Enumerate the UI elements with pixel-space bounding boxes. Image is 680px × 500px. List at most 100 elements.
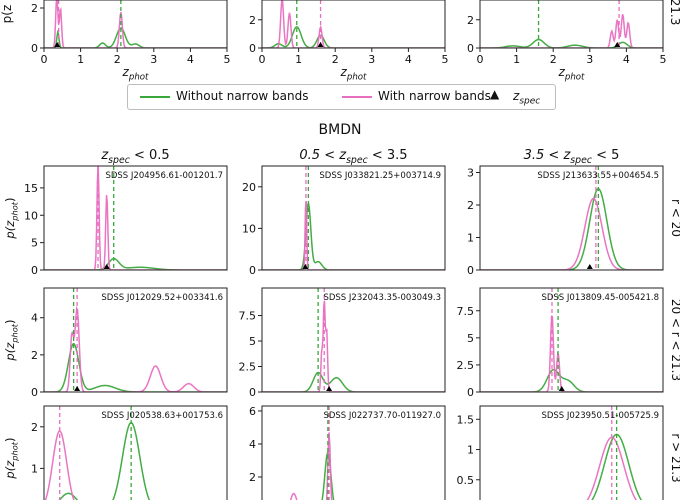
y-tick-label: 2 (249, 471, 256, 484)
y-tick-label: 3 (467, 167, 474, 180)
plot-area (44, 166, 227, 270)
y-axis-label: p(zphot) (3, 197, 19, 239)
panel-bmdn-r1-c1: 0 5 10 15 SDSS J204956.61-001201.7 (24, 165, 228, 277)
y-tick-label: 15 (24, 182, 38, 195)
panel-bmdn-r2-c2: 0 2.5 5 7.5 SDSS J232043.35-003049.3 (239, 287, 446, 399)
legend-label-zspec: zspec (513, 89, 541, 107)
panel-frame (479, 287, 664, 393)
x-axis-label: zphot (558, 65, 586, 83)
y-axis-label: p(zphot) (3, 437, 19, 479)
object-id-label: SDSS J022737.70-011927.0 (323, 411, 441, 421)
x-tick-label: 3 (150, 53, 157, 66)
panel-frame (43, 405, 228, 500)
panel-frame (261, 287, 446, 393)
panel-frame (261, 405, 446, 500)
y-tick-label: 1 (467, 444, 474, 457)
x-tick-label: 0 (477, 53, 484, 66)
panel-bmdn-r2-c3: 0 2.5 5 7.5 SDSS J013809.45-005421.8 (457, 287, 664, 399)
zspec-marker (326, 386, 333, 391)
plot-area (262, 406, 445, 500)
zspec-marker (302, 264, 309, 269)
pdf-line-without-narrow-bands (262, 26, 445, 48)
x-axis-label: zphot (340, 65, 368, 83)
y-tick-label: 1 (467, 232, 474, 245)
y-tick-label: 6 (249, 405, 256, 418)
panel-frame (479, 0, 664, 49)
row-label: 20 < r < 21.3 (669, 299, 680, 381)
y-tick-label: 0 (249, 42, 256, 55)
pdf-line-without-narrow-bands (44, 257, 227, 270)
column-header: 3.5 < zspec < 5 (524, 148, 620, 166)
x-axis-label: zphot (122, 65, 150, 83)
y-tick-label: 7.5 (457, 305, 475, 318)
legend-triangle-icon: ▲ (490, 87, 500, 101)
plot-area (480, 166, 663, 270)
panel-frame (261, 0, 446, 49)
x-tick-label: 1 (77, 53, 84, 66)
x-tick-label: 2 (550, 53, 557, 66)
panel-bmdn-r2-c1: 0 2 4 SDSS J012029.52+003341.6 (31, 287, 228, 399)
y-tick-label: 0 (249, 386, 256, 399)
panel-frame (43, 287, 228, 393)
zspec-marker (586, 264, 593, 269)
panel-frame (261, 165, 446, 271)
legend-line-pink (342, 96, 372, 98)
x-tick-label: 5 (224, 53, 231, 66)
section-title: BMDN (319, 122, 362, 138)
plot-area (262, 166, 445, 270)
y-tick-label: 2.5 (457, 359, 475, 372)
row-label: r > 21.3 (669, 433, 680, 482)
zspec-marker (103, 264, 110, 269)
pdf-line-with-narrow-bands (586, 436, 637, 500)
plot-area (480, 288, 663, 392)
x-tick-label: 1 (513, 53, 520, 66)
y-tick-label: 2 (467, 14, 474, 27)
y-tick-label: 0 (249, 264, 256, 277)
panel-bmdn-r3-c2: 0246SDSS J022737.70-011927.0 (249, 405, 446, 500)
panel-top-2: 0 2 0 1 2 3 4 5 (249, 0, 449, 66)
y-tick-label: 2 (249, 14, 256, 27)
zspec-marker (317, 42, 324, 47)
pdf-line-without-narrow-bands (480, 368, 663, 392)
pdf-line-without-narrow-bands (591, 433, 643, 500)
zspec-marker (614, 42, 621, 47)
y-tick-label: 2 (31, 349, 38, 362)
y-tick-label: 0 (467, 386, 474, 399)
panel-top-1: 0 2 0 1 2 3 4 5 (31, 0, 231, 66)
panel-frame (479, 405, 664, 500)
column-header: 0.5 < zspec < 3.5 (299, 148, 407, 166)
plot-area (480, 0, 663, 48)
y-tick-label: 20 (242, 181, 256, 194)
x-tick-label: 0 (41, 53, 48, 66)
y-tick-label: 4 (249, 438, 256, 451)
panel-frame (43, 0, 228, 49)
legend-label-green: Without narrow bands (176, 89, 309, 103)
x-tick-label: 5 (660, 53, 667, 66)
object-id-label: SDSS J033821.25+003714.9 (319, 171, 441, 181)
panel-frame (43, 165, 228, 271)
y-axis-label: p(zphot) (3, 319, 19, 361)
y-tick-label: 1 (31, 462, 38, 475)
y-tick-label: 0 (31, 264, 38, 277)
panel-top-3: 0 2 0 1 2 3 4 5 (467, 0, 667, 66)
x-tick-label: 3 (368, 53, 375, 66)
top-row-label: 21.3 (668, 0, 680, 25)
object-id-label: SDSS J013809.45-005421.8 (541, 293, 659, 303)
object-id-label: SDSS J213633.55+004654.5 (537, 171, 659, 181)
x-tick-label: 3 (586, 53, 593, 66)
column-header: zspec < 0.5 (100, 148, 169, 166)
panel-bmdn-r1-c2: 0 10 20 SDSS J033821.25+003714.9 (242, 165, 446, 277)
y-tick-label: 5 (249, 335, 256, 348)
legend-label-pink: With narrow bands (378, 89, 491, 103)
panel-bmdn-r3-c1: 012SDSS J020538.63+001753.6 (31, 405, 228, 500)
plot-area (262, 0, 445, 48)
top-y-axis-label: p(z (0, 5, 14, 24)
zspec-marker (558, 386, 565, 391)
pdf-line-without-narrow-bands (44, 27, 227, 48)
pdf-line-with-narrow-bands (289, 432, 333, 500)
y-tick-label: 10 (24, 209, 38, 222)
object-id-label: SDSS J012029.52+003341.6 (101, 293, 223, 303)
y-tick-label: 1.5 (457, 413, 475, 426)
